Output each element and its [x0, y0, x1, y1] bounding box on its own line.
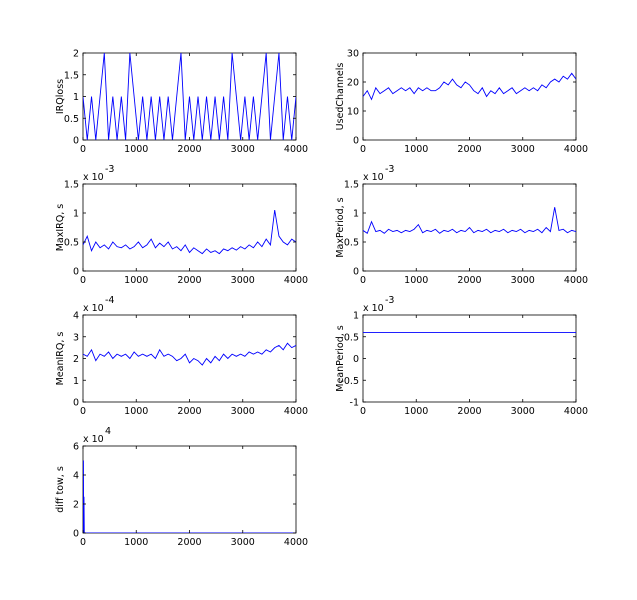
y-tick-label: 2 [73, 354, 79, 365]
x-tick-label: 4000 [284, 275, 308, 286]
y-tick-label: 6 [73, 442, 79, 453]
y-tick-label: 2 [73, 49, 79, 60]
exponent-power: -3 [385, 164, 394, 175]
y-tick-label: 0 [73, 398, 79, 409]
y-tick-label: 0 [353, 136, 359, 147]
y-tick-label: 10 [347, 107, 359, 118]
x-tick-label: 4000 [564, 406, 588, 417]
x-tick-label: 2000 [457, 406, 481, 417]
x-tick-label: 1000 [404, 275, 428, 286]
axes-box [362, 314, 577, 403]
data-line [83, 460, 296, 533]
x-tick-label: 2000 [177, 144, 201, 155]
x-tick-label: 4000 [284, 144, 308, 155]
y-tick-label: -0.5 [340, 376, 359, 387]
x-tick-label: 2000 [457, 275, 481, 286]
x-tick-label: 1000 [124, 406, 148, 417]
y-tick-label: 1.5 [64, 70, 79, 81]
y-tick-label: 0 [353, 354, 359, 365]
data-line [363, 207, 576, 234]
x-tick-label: 3000 [231, 406, 255, 417]
x-tick-label: 2000 [177, 537, 201, 548]
data-line [83, 210, 296, 255]
x-tick-label: 4000 [284, 406, 308, 417]
y-tick-label: 1.5 [344, 180, 359, 191]
exponent-base: x 10 [83, 303, 104, 314]
y-tick-label: 4 [73, 311, 79, 322]
data-line [363, 72, 576, 101]
y-tick-label: 0.5 [64, 114, 79, 125]
x-tick-label: 3000 [511, 406, 535, 417]
exponent-power: -4 [105, 295, 114, 306]
y-tick-label: 1 [73, 376, 79, 387]
exponent-base: x 10 [363, 172, 384, 183]
x-tick-label: 2000 [177, 275, 201, 286]
data-line [83, 53, 296, 140]
y-tick-label: -1 [350, 398, 359, 409]
exponent-power: -3 [385, 295, 394, 306]
exponent-power: 4 [105, 426, 111, 437]
x-tick-label: 0 [360, 406, 366, 417]
y-axis-label: MaxIRQ, s [55, 204, 66, 252]
x-tick-label: 4000 [284, 537, 308, 548]
x-tick-label: 3000 [511, 275, 535, 286]
axes-box [362, 52, 577, 141]
y-axis-label: IRQloss [55, 79, 66, 114]
axes-box [82, 445, 297, 534]
y-tick-label: 0 [73, 136, 79, 147]
x-tick-label: 1000 [124, 275, 148, 286]
y-axis-label: MeanPeriod, s [335, 325, 346, 392]
exponent-base: x 10 [83, 434, 104, 445]
y-axis-label: diff tow, s [55, 466, 66, 513]
y-tick-label: 0 [73, 267, 79, 278]
x-tick-label: 1000 [404, 144, 428, 155]
x-tick-label: 3000 [231, 144, 255, 155]
y-tick-label: 20 [347, 78, 359, 89]
x-tick-label: 1000 [124, 537, 148, 548]
x-tick-label: 0 [360, 275, 366, 286]
y-tick-label: 0.5 [344, 238, 359, 249]
axes-box [82, 314, 297, 403]
x-tick-label: 3000 [511, 144, 535, 155]
y-tick-label: 4 [73, 471, 79, 482]
y-tick-label: 3 [73, 332, 79, 343]
axes-box [82, 183, 297, 272]
y-tick-label: 2 [73, 500, 79, 511]
y-axis-label: MeanIRQ, s [55, 332, 66, 386]
x-tick-label: 0 [80, 537, 86, 548]
y-tick-label: 0.5 [64, 238, 79, 249]
y-tick-label: 0 [353, 267, 359, 278]
y-tick-label: 1 [353, 311, 359, 322]
x-tick-label: 0 [80, 275, 86, 286]
x-tick-label: 3000 [231, 275, 255, 286]
x-tick-label: 1000 [404, 406, 428, 417]
y-axis-label: MaxPeriod, s [335, 197, 346, 257]
y-tick-label: 1 [73, 92, 79, 103]
exponent-base: x 10 [363, 303, 384, 314]
y-axis-label: UsedChannels [335, 63, 346, 131]
exponent-base: x 10 [83, 172, 104, 183]
y-tick-label: 1 [353, 209, 359, 220]
exponent-power: -3 [105, 164, 114, 175]
x-tick-label: 0 [80, 406, 86, 417]
y-tick-label: 0 [73, 529, 79, 540]
x-tick-label: 2000 [177, 406, 201, 417]
x-tick-label: 2000 [457, 144, 481, 155]
x-tick-label: 3000 [231, 537, 255, 548]
x-tick-label: 0 [360, 144, 366, 155]
y-tick-label: 30 [347, 49, 359, 60]
y-tick-label: 1 [73, 209, 79, 220]
x-tick-label: 4000 [564, 144, 588, 155]
y-tick-label: 1.5 [64, 180, 79, 191]
y-tick-label: 0.5 [344, 332, 359, 343]
x-tick-label: 4000 [564, 275, 588, 286]
data-line [83, 342, 296, 366]
x-tick-label: 0 [80, 144, 86, 155]
x-tick-label: 1000 [124, 144, 148, 155]
